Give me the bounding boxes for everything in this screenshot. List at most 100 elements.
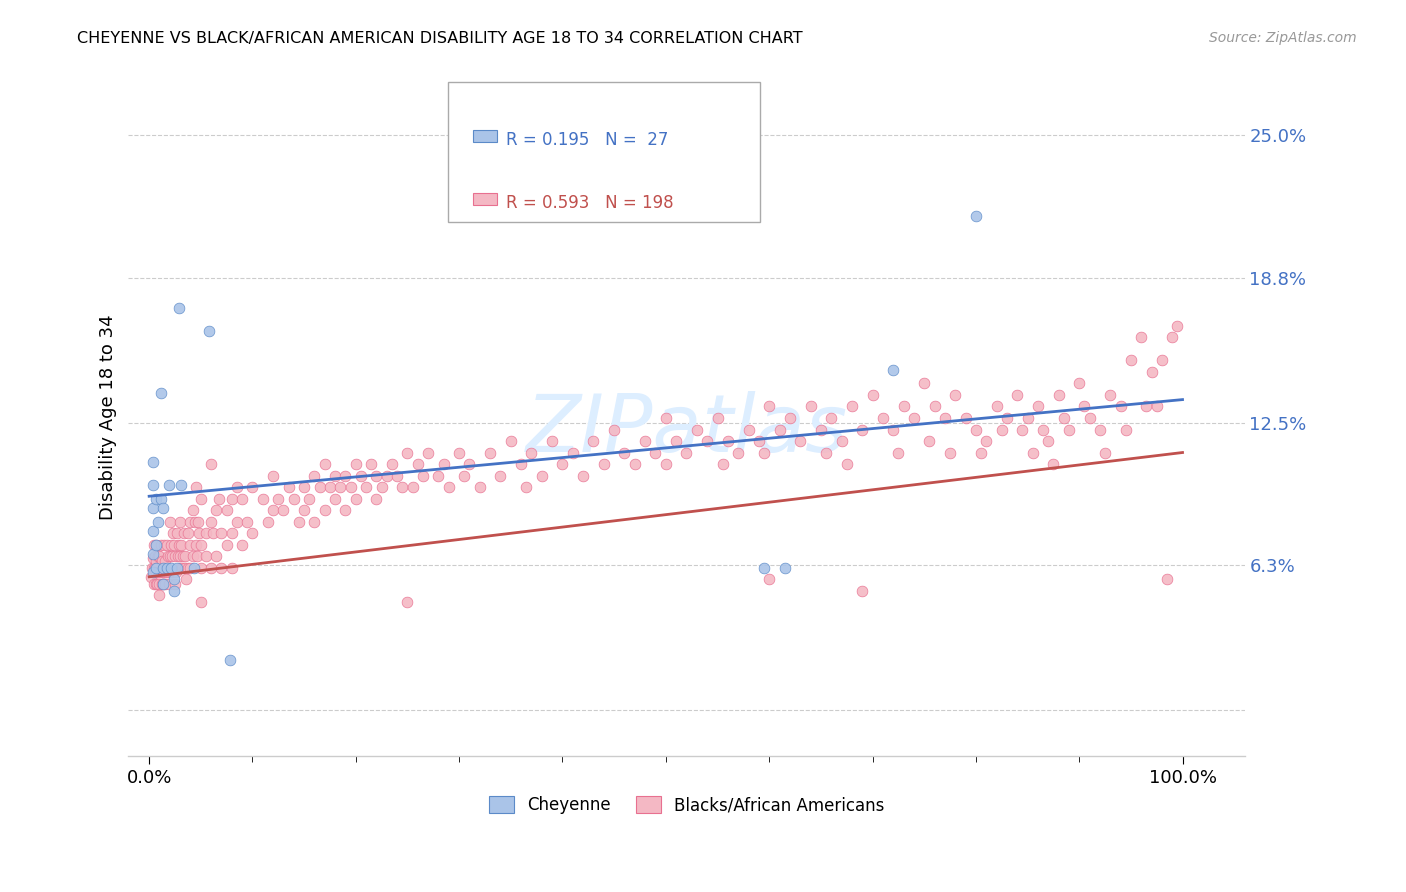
Point	[143, 576, 166, 591]
Point	[1150, 353, 1173, 368]
Point	[499, 434, 522, 448]
Point	[696, 434, 718, 448]
Point	[148, 565, 170, 579]
Point	[236, 515, 259, 529]
Point	[354, 480, 377, 494]
Point	[152, 565, 174, 579]
Point	[156, 549, 179, 563]
Point	[257, 515, 280, 529]
Point	[1115, 423, 1137, 437]
Point	[665, 434, 688, 448]
Legend: Cheyenne, Blacks/African Americans: Cheyenne, Blacks/African Americans	[481, 788, 893, 822]
Point	[603, 423, 626, 437]
Point	[799, 400, 821, 414]
Point	[141, 570, 163, 584]
Point	[974, 434, 997, 448]
Point	[1021, 445, 1043, 459]
Point	[146, 576, 169, 591]
Point	[887, 445, 910, 459]
Point	[810, 423, 832, 437]
Point	[1078, 411, 1101, 425]
Point	[789, 434, 811, 448]
Point	[149, 565, 172, 579]
Point	[149, 491, 172, 506]
Point	[142, 477, 165, 491]
Point	[1135, 400, 1157, 414]
Point	[149, 385, 172, 400]
Point	[344, 457, 367, 471]
Point	[427, 468, 450, 483]
Point	[221, 491, 243, 506]
Point	[323, 491, 346, 506]
Point	[872, 411, 894, 425]
Point	[990, 423, 1012, 437]
Point	[551, 457, 574, 471]
Point	[205, 549, 228, 563]
Point	[200, 560, 222, 574]
Point	[344, 491, 367, 506]
Point	[183, 515, 205, 529]
Point	[215, 503, 238, 517]
Point	[814, 445, 837, 459]
Text: Source: ZipAtlas.com: Source: ZipAtlas.com	[1209, 31, 1357, 45]
Point	[146, 560, 169, 574]
Point	[1166, 318, 1188, 333]
Point	[190, 595, 212, 609]
Point	[1130, 330, 1153, 344]
Point	[160, 549, 183, 563]
Point	[1005, 388, 1028, 402]
Point	[924, 400, 946, 414]
Point	[190, 560, 212, 574]
Point	[215, 537, 238, 551]
Point	[142, 565, 165, 579]
Point	[152, 560, 174, 574]
Point	[453, 468, 475, 483]
Point	[163, 537, 186, 551]
Point	[711, 457, 734, 471]
Point	[157, 576, 180, 591]
Point	[262, 503, 284, 517]
Point	[381, 457, 404, 471]
Point	[437, 480, 460, 494]
Point	[820, 411, 842, 425]
Point	[943, 388, 966, 402]
Point	[184, 537, 207, 551]
Point	[184, 480, 207, 494]
Point	[314, 457, 336, 471]
Point	[831, 434, 853, 448]
Point	[385, 468, 408, 483]
Point	[779, 411, 801, 425]
Point	[156, 560, 179, 574]
Point	[155, 565, 177, 579]
Point	[162, 565, 184, 579]
Point	[167, 549, 190, 563]
Point	[169, 560, 191, 574]
Point	[152, 565, 174, 579]
Point	[335, 503, 357, 517]
Point	[323, 468, 346, 483]
Point	[169, 549, 191, 563]
Point	[143, 560, 166, 574]
Point	[339, 480, 361, 494]
FancyBboxPatch shape	[449, 82, 759, 222]
Point	[145, 560, 167, 574]
Point	[190, 537, 212, 551]
Point	[686, 423, 709, 437]
Point	[156, 537, 179, 551]
Point	[169, 515, 191, 529]
Point	[841, 400, 863, 414]
Point	[882, 362, 904, 376]
Point	[173, 526, 195, 541]
Point	[1161, 330, 1184, 344]
Text: R = 0.195   N =  27: R = 0.195 N = 27	[506, 131, 668, 149]
Point	[148, 565, 170, 579]
Point	[200, 457, 222, 471]
Point	[1109, 400, 1132, 414]
Y-axis label: Disability Age 18 to 34: Disability Age 18 to 34	[100, 314, 117, 520]
Point	[1011, 423, 1033, 437]
Point	[418, 445, 440, 459]
Point	[624, 457, 647, 471]
Point	[231, 537, 253, 551]
Point	[166, 526, 188, 541]
Point	[160, 537, 183, 551]
